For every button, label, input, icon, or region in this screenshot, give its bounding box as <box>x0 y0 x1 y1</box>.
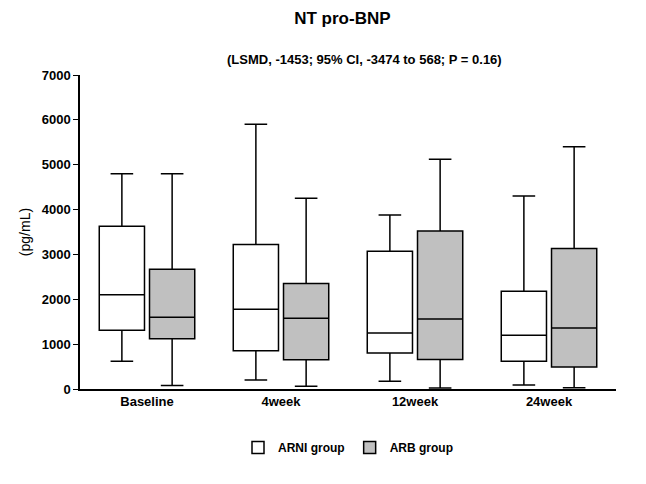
svg-text:(pg/mL): (pg/mL) <box>17 208 33 256</box>
svg-text:7000: 7000 <box>42 68 71 83</box>
svg-text:ARB group: ARB group <box>390 441 453 455</box>
svg-text:4week: 4week <box>261 394 301 409</box>
svg-text:2000: 2000 <box>42 292 71 307</box>
svg-text:24week: 24week <box>526 394 573 409</box>
svg-text:0: 0 <box>63 382 70 397</box>
svg-text:3000: 3000 <box>42 247 71 262</box>
svg-text:4000: 4000 <box>42 202 71 217</box>
svg-text:ARNI group: ARNI group <box>278 441 345 455</box>
svg-text:Baseline: Baseline <box>120 394 173 409</box>
svg-text:6000: 6000 <box>42 112 71 127</box>
svg-text:5000: 5000 <box>42 157 71 172</box>
svg-text:1000: 1000 <box>42 337 71 352</box>
svg-text:12week: 12week <box>392 394 439 409</box>
svg-text:NT pro-BNP: NT pro-BNP <box>294 9 390 28</box>
svg-text:(LSMD, -1453; 95% CI, -3474 to: (LSMD, -1453; 95% CI, -3474 to 568; P = … <box>227 52 502 67</box>
